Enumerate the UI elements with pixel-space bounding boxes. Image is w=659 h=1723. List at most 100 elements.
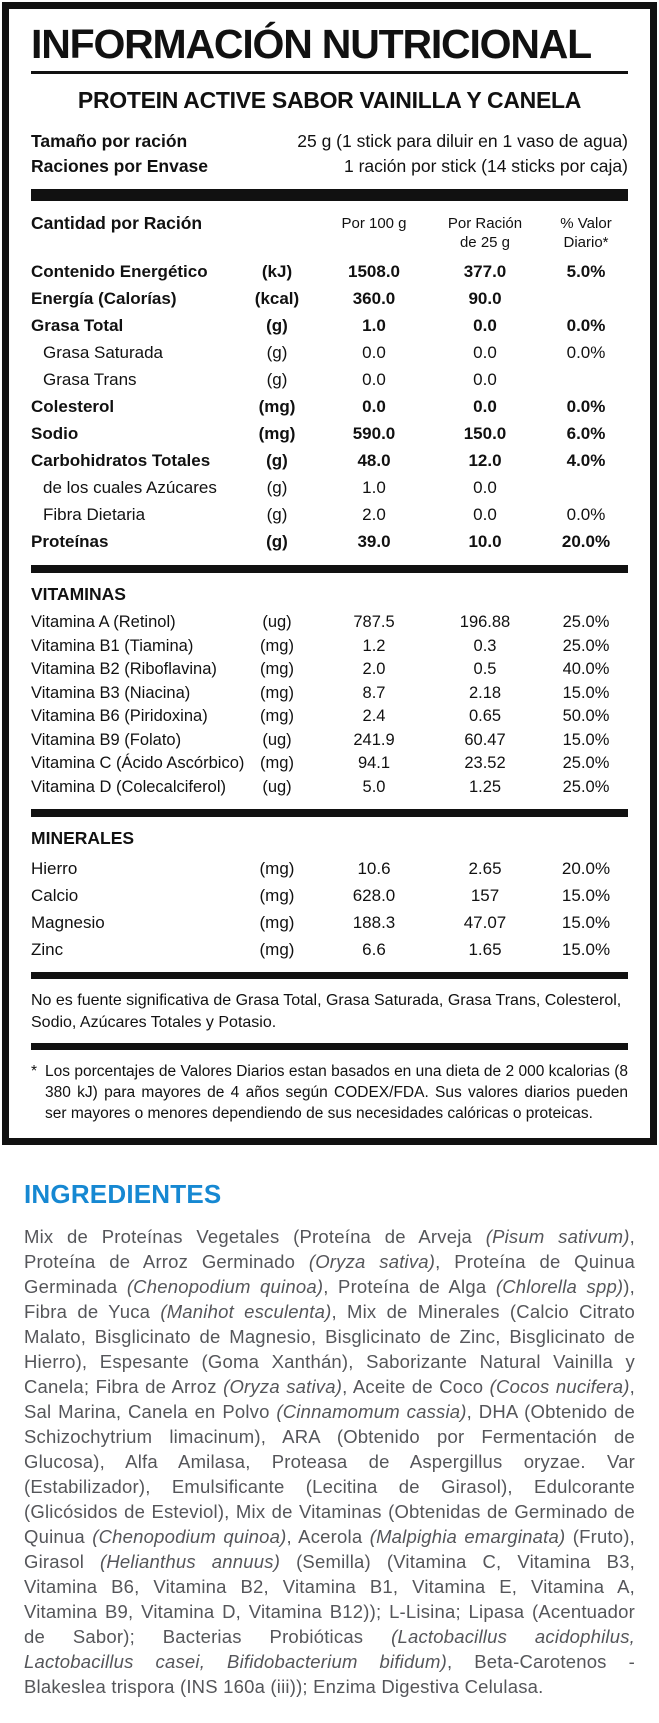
cell-per-serving: 2.18 [468,683,502,702]
table-row: Grasa Total (g) 1.0 0.0 0.0% [31,312,628,339]
cell-label: Grasa Saturada [43,343,164,363]
cell-per-serving: 2.65 [468,859,502,879]
ingredient-text: (Fruto), Girasol [24,1526,635,1573]
cell-label: Colesterol [31,397,115,417]
cell-per-serving: 1.65 [468,940,502,960]
cell-per-serving: 0.0 [473,478,497,498]
table-row: Grasa Saturada (g) 0.0 0.0 0.0% [31,339,628,366]
cell-unit: (mg) [260,660,294,679]
cell-per-100g: 0.0 [362,397,386,417]
cell-daily-value: 15.0% [562,683,610,702]
cell-daily-value: 5.0% [566,262,606,282]
cell-label: Magnesio [31,913,105,933]
ingredients-paragraph: Mix de Proteínas Vegetales (Proteína de … [24,1224,635,1699]
ingredient-text: Mix de Proteínas Vegetales (Proteína de … [24,1226,486,1248]
cell-unit: (ug) [262,613,292,632]
per25-line1: Por Ración [447,215,523,233]
cell-per-100g: 0.0 [362,370,386,390]
cell-per-serving: 0.5 [473,660,497,679]
cell-daily-value: 50.0% [562,707,610,726]
ingredient-text: , Proteína de Arroz Germinado [24,1226,635,1273]
product-name: PROTEIN ACTIVE SABOR VAINILLA Y CANELA [77,87,582,114]
scientific-name: (Chenopodium quinoa) [126,1276,324,1298]
table-row: Calcio (mg) 628.0 157 15.0% [31,882,628,909]
cell-unit: (g) [266,316,288,336]
ingredient-text: ), Fibra de Yuca [24,1276,635,1323]
cell-label: Energía (Calorías) [31,289,177,309]
cell-daily-value: 25.0% [562,754,610,773]
cell-per-100g: 241.9 [353,730,395,749]
footnote-text: Los porcentajes de Valores Diarios estan… [45,1063,628,1123]
cell-per-serving: 0.0 [473,343,497,363]
cell-per-100g: 360.0 [352,289,396,309]
table-row: Colesterol (mg) 0.0 0.0 0.0% [31,393,628,420]
cell-per-serving: 0.3 [473,636,497,655]
scientific-name: (Cocos nucifera) [489,1376,630,1398]
mineral-rows: Hierro (mg) 10.6 2.65 20.0% Calcio (mg) 628.0 15… [31,855,628,963]
cell-per-100g: 188.3 [352,913,396,933]
table-row: Magnesio (mg) 188.3 47.07 15.0% [31,909,628,936]
cell-label: Vitamina D (Colecalciferol) [31,777,227,796]
cell-label: Contenido Energético [31,262,208,282]
ingredient-text: , Sal Marina, Canela en Polvo [24,1376,635,1423]
cell-daily-value: 0.0% [566,316,606,336]
cell-per-serving: 196.88 [459,613,511,632]
cell-unit: (g) [266,478,288,498]
thick-divider-bar [31,189,628,202]
cell-per-100g: 590.0 [352,424,396,444]
cell-daily-value: 15.0% [561,886,611,906]
cell-daily-value: 25.0% [562,777,610,796]
cell-label: Carbohidratos Totales [31,451,211,471]
cell-per-serving: 90.0 [468,289,502,309]
title-divider [31,71,628,75]
ingredients-section: INGREDIENTES Mix de Proteínas Vegetales … [24,1179,635,1723]
cell-per-serving: 0.0 [473,316,497,336]
ingredient-text: , Proteína de Quinua Germinada [24,1251,635,1298]
cell-daily-value: 6.0% [566,424,606,444]
cell-per-100g: 787.5 [353,613,395,632]
servings-per-container-row: Raciones por Envase 1 ración por stick (… [31,154,628,179]
table-row: Grasa Trans (g) 0.0 0.0 [31,366,628,393]
cell-per-serving: 377.0 [463,262,507,282]
cell-per-100g: 1.2 [362,636,386,655]
table-row: Zinc (mg) 6.6 1.65 15.0% [31,936,628,963]
scientific-name: (Malpighia emarginata) [369,1526,566,1548]
cell-unit: (kcal) [254,289,300,309]
cell-label: Vitamina B3 (Niacina) [31,683,191,702]
cell-per-100g: 8.7 [362,683,386,702]
cell-daily-value: 0.0% [566,343,606,363]
cell-unit: (g) [266,370,288,390]
cell-label: Calcio [31,886,79,906]
cell-per-100g: 5.0 [362,777,386,796]
cell-label: Grasa Total [31,316,124,336]
table-header: Cantidad por Ración Por 100 g Por Ración… [31,214,628,252]
cell-per-100g: 2.0 [362,660,386,679]
section-divider-bar [31,809,628,818]
cell-per-100g: 2.0 [362,505,386,525]
cell-unit: (ug) [262,777,292,796]
cell-daily-value: 15.0% [562,730,610,749]
col-header-per100: Por 100 g [341,215,407,233]
table-row: Hierro (mg) 10.6 2.65 20.0% [31,855,628,882]
cell-unit: (mg) [260,636,294,655]
cell-unit: (mg) [258,424,296,444]
cell-per-serving: 0.65 [468,707,502,726]
cell-unit: (mg) [259,886,295,906]
cell-daily-value: 25.0% [562,613,610,632]
nutrition-facts-panel: INFORMACIÓN NUTRICIONAL PROTEIN ACTIVE S… [2,2,657,1146]
cell-unit: (g) [266,451,288,471]
ingredient-text: , Mix de Minerales (Calcio Citrato Malat… [24,1301,635,1398]
ingredient-text: , Proteína de Alga [323,1276,496,1298]
cell-per-serving: 47.07 [463,913,507,933]
cell-daily-value: 20.0% [561,859,611,879]
serving-size-label: Tamaño por ración [31,131,188,152]
cell-per-100g: 1.0 [362,478,386,498]
table-row: Vitamina B6 (Piridoxina) (mg) 2.4 0.65 50.0% [31,705,628,729]
dv-line2: Diario* [563,234,609,252]
minerals-section-title: MINERALES [31,828,135,849]
cell-per-serving: 1.25 [468,777,502,796]
cell-label: de los cuales Azúcares [43,478,217,498]
table-row: Energía (Calorías) (kcal) 360.0 90.0 [31,285,628,312]
panel-title: INFORMACIÓN NUTRICIONAL [31,21,592,67]
footnote-asterisk: * [31,1063,38,1081]
